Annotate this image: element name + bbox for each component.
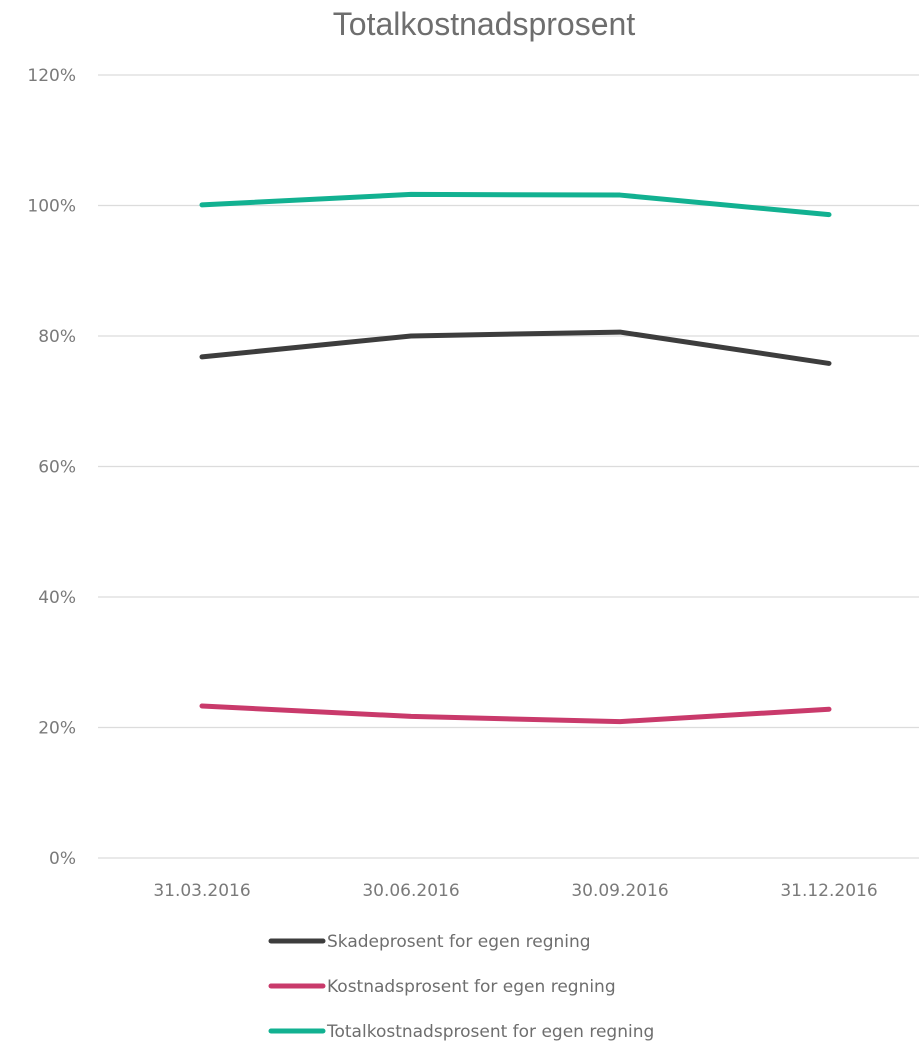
y-tick-label: 0% bbox=[49, 849, 76, 869]
x-tick-label: 31.12.2016 bbox=[780, 881, 877, 901]
legend: Skadeprosent for egen regning Kostnadspro… bbox=[268, 932, 654, 1042]
y-tick-label: 120% bbox=[27, 66, 76, 86]
series-line-3 bbox=[199, 191, 832, 218]
y-tick-label: 100% bbox=[27, 197, 76, 217]
y-tick-label: 80% bbox=[38, 327, 76, 347]
y-axis-ticks: 0% 20% 40% 60% 80% 100% 120% bbox=[27, 66, 76, 869]
series-line-2 bbox=[199, 703, 832, 725]
series-lines bbox=[199, 191, 832, 725]
x-tick-label: 30.09.2016 bbox=[571, 881, 668, 901]
x-axis-ticks: 31.03.2016 30.06.2016 30.09.2016 31.12.2016 bbox=[153, 881, 877, 901]
series-line-1 bbox=[199, 329, 832, 366]
y-tick-label: 60% bbox=[38, 458, 76, 478]
y-tick-label: 20% bbox=[38, 719, 76, 739]
x-tick-label: 30.06.2016 bbox=[362, 881, 459, 901]
y-tick-label: 40% bbox=[38, 588, 76, 608]
legend-label: Totalkostnadsprosent for egen regning bbox=[326, 1022, 654, 1042]
legend-label: Kostnadsprosent for egen regning bbox=[327, 977, 616, 997]
chart-title: Totalkostnadsprosent bbox=[333, 6, 636, 42]
legend-label: Skadeprosent for egen regning bbox=[327, 932, 591, 952]
x-tick-label: 31.03.2016 bbox=[153, 881, 250, 901]
